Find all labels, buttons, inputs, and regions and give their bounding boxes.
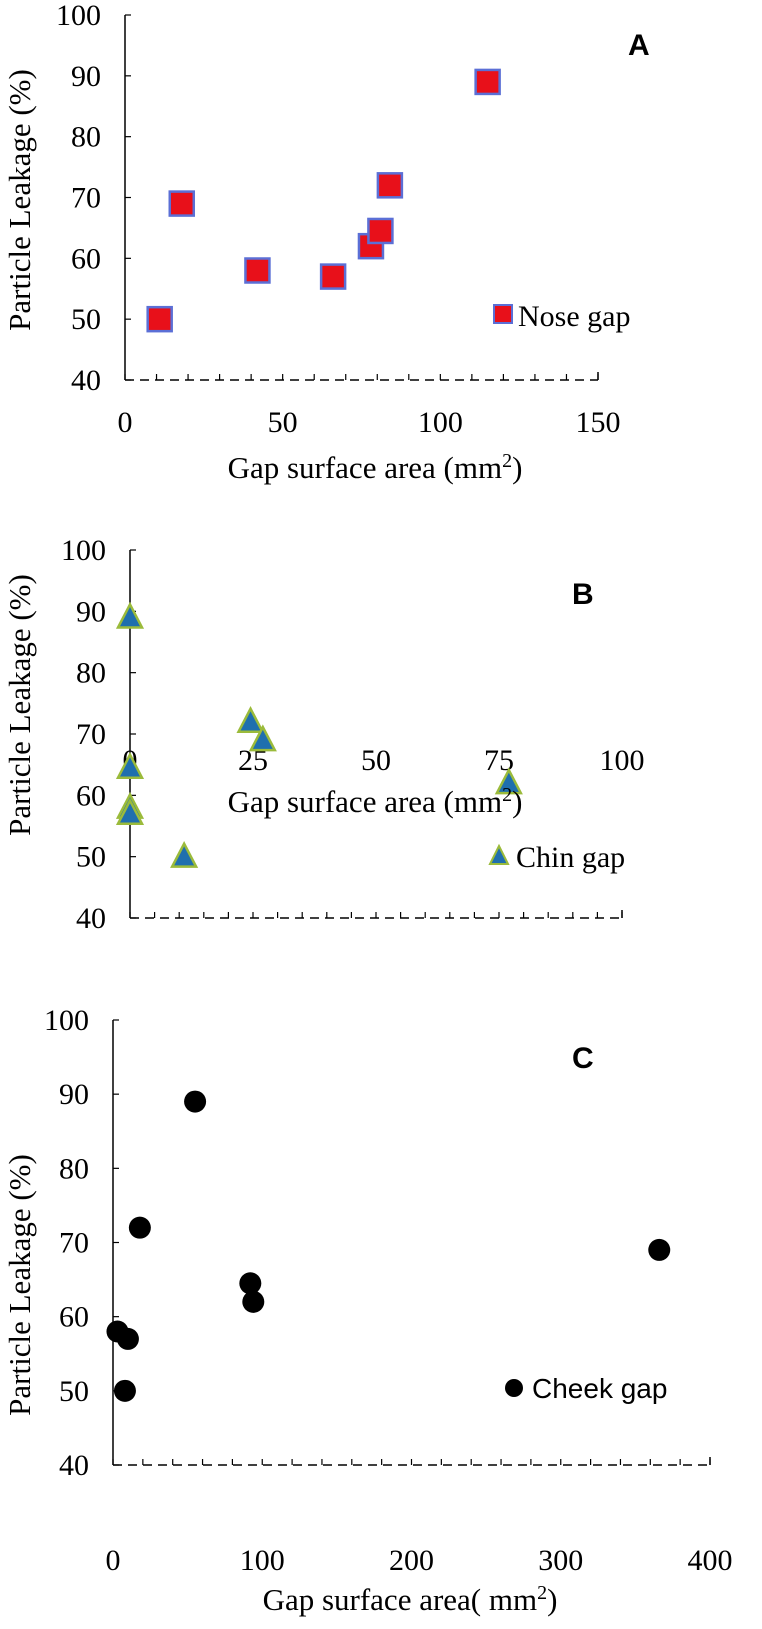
panel-b-x-axis-label-sup: 2 [502,784,512,806]
panel-b-ticks: 4050607080901000255075100 [61,534,645,935]
panel-b-y-tick-label: 40 [76,902,106,935]
panel-c-legend-label: Cheek gap [532,1373,667,1404]
panel-b-data-point [115,752,145,779]
panel-c-ticks: 40 50 60 70 80 90 100 0 100 200 300 400 [44,1004,733,1577]
panel-a-y-tick-label: 60 [71,242,101,275]
panel-b-y-tick-label: 80 [76,657,106,690]
panel-c-data-point [239,1272,262,1295]
panel-a-legend: Nose gap [493,300,630,333]
panel-b-y-tick-label: 100 [61,534,106,567]
panel-b-y-tick-label: 50 [76,841,106,874]
panel-a-legend-marker [493,304,513,324]
panel-a-y-tick-label: 40 [71,364,101,397]
panel-b-data-point [170,840,199,868]
panel-c-y-tick-label: 50 [59,1375,89,1408]
panel-b-legend-marker [488,843,510,865]
panel-c-x-tick-label: 400 [688,1544,733,1577]
panel-b-x-tick-label: 100 [600,744,645,777]
panel-a-label: A [628,29,650,62]
panel-a-data-point [168,190,196,217]
panel-b-x-axis-label-main: Gap surface area (mm [228,784,503,819]
panel-b-legend: Chin gap [488,841,625,874]
panel-c-x-axis-label-main: Gap surface area( mm [263,1582,538,1617]
panel-b-y-tick-label: 70 [76,718,106,751]
panel-c-data-point [184,1090,207,1113]
panel-c-data-point [242,1290,265,1313]
panel-b-x-tick-label: 50 [361,744,391,777]
panel-b-points [115,601,523,868]
panel-c-data-point [648,1238,671,1261]
panel-b-data-point [236,706,265,733]
panel-c: 40 50 60 70 80 90 100 0 100 200 300 400 C Particle … [2,1004,733,1617]
panel-a-x-tick-label: 100 [418,406,463,439]
panel-c-y-axis-label: Particle Leakage (%) [2,1154,37,1416]
panel-c-y-tick-label: 90 [59,1078,89,1111]
panel-a-x-axis-label-sup: 2 [502,450,512,472]
panel-a-x-tick-label: 0 [118,406,133,439]
panel-c-y-tick-label: 100 [44,1004,89,1037]
panel-a-data-point [146,305,173,333]
panel-b-x-axis-label: Gap surface area (mm2) [228,784,523,819]
panel-b-y-tick-label: 60 [76,779,106,812]
panel-a-points [146,68,501,333]
panel-c-y-tick-label: 70 [59,1227,89,1260]
panel-c-label: C [572,1042,594,1075]
panel-a-x-axis-label: Gap surface area (mm2) [228,450,523,485]
panel-a-data-point [319,263,347,290]
panel-c-legend-marker [505,1379,523,1397]
panel-c-legend: Cheek gap [505,1373,667,1404]
panel-c-data-point [113,1379,136,1402]
panel-a-y-tick-label: 90 [71,60,101,93]
panel-c-x-tick-label: 200 [389,1544,434,1577]
panel-c-x-axis-label-sup: 2 [537,1582,547,1604]
panel-c-y-tick-label: 80 [59,1152,89,1185]
panel-c-x-tick-label: 100 [240,1544,285,1577]
panel-a-y-tick-label: 100 [56,0,101,32]
panel-c-x-axis-label-tail: ) [547,1582,557,1617]
panel-c-data-point [128,1216,151,1239]
panel-b-x-axis-label-tail: ) [512,784,522,819]
panel-a-x-axis-label-main: Gap surface area (mm [228,450,503,485]
panel-b-y-axis-label: Particle Leakage (%) [2,574,37,836]
panel-b: 4050607080901000255075100 B Particle Lea… [2,534,645,935]
panel-a-y-axis-label: Particle Leakage (%) [2,69,37,331]
panel-b-legend-label: Chin gap [516,841,625,874]
panel-b-data-point [115,601,145,629]
panel-a-legend-label: Nose gap [518,300,630,333]
panel-c-points [106,1090,671,1402]
panel-a: 40 50 60 70 80 90 100 0 50 100 150 A Particle Leak… [2,0,650,485]
panel-a-y-tick-label: 70 [71,182,101,215]
panel-a-y-tick-label: 50 [71,303,101,336]
panel-a-x-tick-label: 50 [268,406,298,439]
panel-c-x-tick-label: 0 [106,1544,121,1577]
panel-a-x-tick-label: 150 [576,406,621,439]
panel-a-ticks: 40 50 60 70 80 90 100 0 50 100 150 [56,0,621,439]
panel-c-x-tick-label: 300 [538,1544,583,1577]
panel-b-label: B [572,578,594,611]
panel-c-data-point [116,1327,139,1350]
panel-a-y-tick-label: 80 [71,121,101,154]
panel-c-y-tick-label: 40 [59,1449,89,1482]
panel-c-x-axis-label: Gap surface area( mm2) [263,1582,558,1617]
panel-b-y-tick-label: 90 [76,595,106,628]
panel-c-y-tick-label: 60 [59,1301,89,1334]
panel-a-data-point [244,257,271,284]
panel-a-data-point [367,217,394,245]
panel-b-data-point [115,798,145,825]
panel-a-x-axis-label-tail: ) [512,450,522,485]
panel-b-data-point [248,724,277,752]
panel-a-data-point [376,172,404,199]
panel-a-data-point [474,68,501,96]
panel-b-data-point [494,767,523,795]
